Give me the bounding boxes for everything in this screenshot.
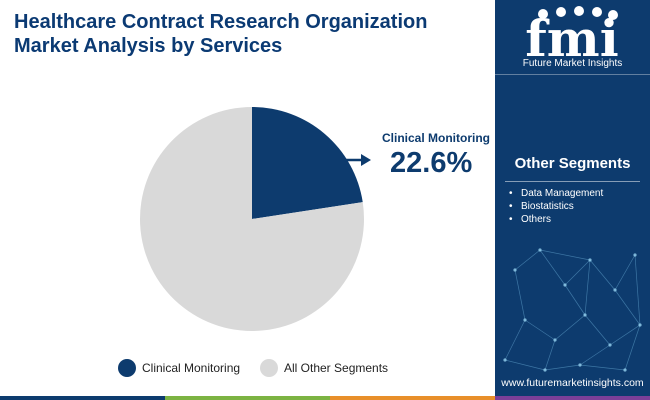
other-segments-list: Data Management Biostatistics Others (509, 187, 603, 226)
drop-icon (556, 7, 566, 17)
other-segments-divider (505, 181, 640, 182)
network-link (504, 359, 546, 371)
network-node (503, 358, 507, 362)
network-node (623, 368, 627, 372)
network-node (513, 268, 517, 272)
other-segments-heading: Other Segments (514, 155, 631, 172)
callout-value: 22.6% (390, 147, 473, 179)
network-node (608, 343, 612, 347)
footer-bar-orange (330, 396, 495, 400)
legend-swatch-all-other-segments (260, 359, 278, 377)
pie-chart (140, 107, 364, 331)
person-icon (608, 10, 618, 20)
network-node (613, 288, 617, 292)
list-item: Data Management (509, 187, 603, 200)
network-node (553, 338, 557, 342)
network-link (589, 259, 616, 291)
cloud-icon (574, 6, 584, 16)
legend-swatch-clinical-monitoring (118, 359, 136, 377)
network-node (563, 283, 567, 287)
footer-bar-purple (495, 396, 650, 400)
fmi-logo: fmi (525, 6, 619, 68)
network-node (543, 368, 547, 372)
footer-bar-blue (0, 396, 165, 400)
network-link (614, 289, 641, 326)
network-link (609, 324, 641, 346)
network-link (539, 249, 591, 261)
network-link (564, 284, 586, 316)
network-link (584, 314, 611, 346)
network-link (579, 364, 626, 371)
network-link (514, 269, 526, 321)
network-node (578, 363, 582, 367)
network-link (504, 319, 526, 361)
stethoscope-icon (538, 9, 548, 19)
network-link (539, 249, 566, 286)
network-node (523, 318, 527, 322)
network-link (564, 259, 591, 286)
legend-label: Clinical Monitoring (142, 361, 241, 375)
rocket-icon (592, 7, 602, 17)
network-link (584, 259, 591, 316)
footer-bar-green (165, 396, 330, 400)
sidebar-panel: fmi Future Market Insights Other Segment… (495, 0, 650, 400)
network-node (538, 248, 542, 252)
network-link (614, 254, 636, 291)
list-item: Biostatistics (509, 200, 603, 213)
network-link (544, 339, 556, 371)
callout-arrow-icon (345, 154, 371, 166)
pie-slice-all-other-segments (140, 107, 364, 331)
network-node (588, 258, 592, 262)
network-node (638, 323, 642, 327)
network-link (514, 249, 541, 271)
logo-text: fmi (525, 9, 618, 68)
logo-tagline: Future Market Insights (522, 58, 623, 69)
network-node (633, 253, 637, 257)
network-link (579, 344, 611, 366)
list-item: Others (509, 213, 603, 226)
network-link (624, 324, 641, 371)
callout-label: Clinical Monitoring (382, 131, 490, 145)
network-link (524, 319, 556, 341)
network-link (544, 364, 581, 371)
chart-title: Healthcare Contract Research Organizatio… (14, 11, 428, 57)
network-link (554, 314, 586, 341)
website-link[interactable]: www.futuremarketinsights.com (501, 377, 644, 389)
network-link (634, 254, 641, 326)
sidebar-divider (495, 74, 650, 75)
network-graphic (503, 248, 642, 372)
pie-slice-clinical-monitoring (252, 107, 363, 219)
network-node (583, 313, 587, 317)
legend-label: All Other Segments (284, 361, 389, 375)
